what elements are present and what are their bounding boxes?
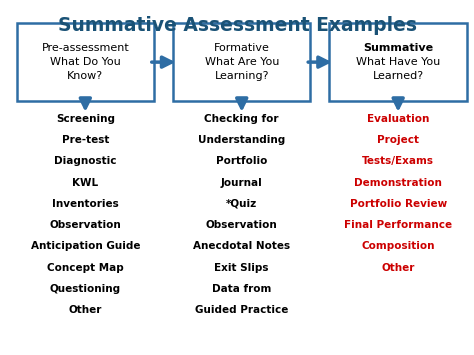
Text: Demonstration: Demonstration bbox=[354, 178, 442, 187]
Text: Summative: Summative bbox=[363, 43, 433, 53]
Text: Formative
What Are You
Learning?: Formative What Are You Learning? bbox=[205, 43, 279, 81]
Text: KWL: KWL bbox=[72, 178, 99, 187]
Text: Pre-test: Pre-test bbox=[62, 135, 109, 145]
Text: Tests/Exams: Tests/Exams bbox=[362, 156, 434, 166]
Text: Screening: Screening bbox=[56, 114, 115, 124]
FancyBboxPatch shape bbox=[173, 23, 310, 101]
Text: Summative Assessment Examples: Summative Assessment Examples bbox=[57, 16, 417, 35]
Text: Checking for: Checking for bbox=[204, 114, 279, 124]
Text: Evaluation: Evaluation bbox=[367, 114, 429, 124]
Text: Observation: Observation bbox=[206, 220, 278, 230]
Text: Pre-assessment
What Do You
Know?: Pre-assessment What Do You Know? bbox=[41, 43, 129, 81]
Text: Understanding: Understanding bbox=[198, 135, 285, 145]
Text: Inventories: Inventories bbox=[52, 199, 118, 209]
Text: Other: Other bbox=[69, 305, 102, 315]
Text: Diagnostic: Diagnostic bbox=[54, 156, 117, 166]
Text: What Have You
Learned?: What Have You Learned? bbox=[356, 56, 440, 81]
Text: Concept Map: Concept Map bbox=[47, 263, 124, 273]
Text: Data from: Data from bbox=[212, 284, 272, 294]
Text: Portfolio: Portfolio bbox=[216, 156, 267, 166]
FancyBboxPatch shape bbox=[17, 23, 154, 101]
Text: Composition: Composition bbox=[361, 241, 435, 251]
Text: Observation: Observation bbox=[49, 220, 121, 230]
Text: *Quiz: *Quiz bbox=[226, 199, 257, 209]
Text: Anecdotal Notes: Anecdotal Notes bbox=[193, 241, 290, 251]
Text: Anticipation Guide: Anticipation Guide bbox=[30, 241, 140, 251]
FancyBboxPatch shape bbox=[329, 23, 467, 101]
Text: Portfolio Review: Portfolio Review bbox=[349, 199, 447, 209]
Text: Exit Slips: Exit Slips bbox=[215, 263, 269, 273]
Text: Guided Practice: Guided Practice bbox=[195, 305, 288, 315]
Text: Project: Project bbox=[377, 135, 419, 145]
Text: Journal: Journal bbox=[221, 178, 263, 187]
Text: Other: Other bbox=[382, 263, 415, 273]
Text: Final Performance: Final Performance bbox=[344, 220, 452, 230]
Text: Questioning: Questioning bbox=[50, 284, 121, 294]
